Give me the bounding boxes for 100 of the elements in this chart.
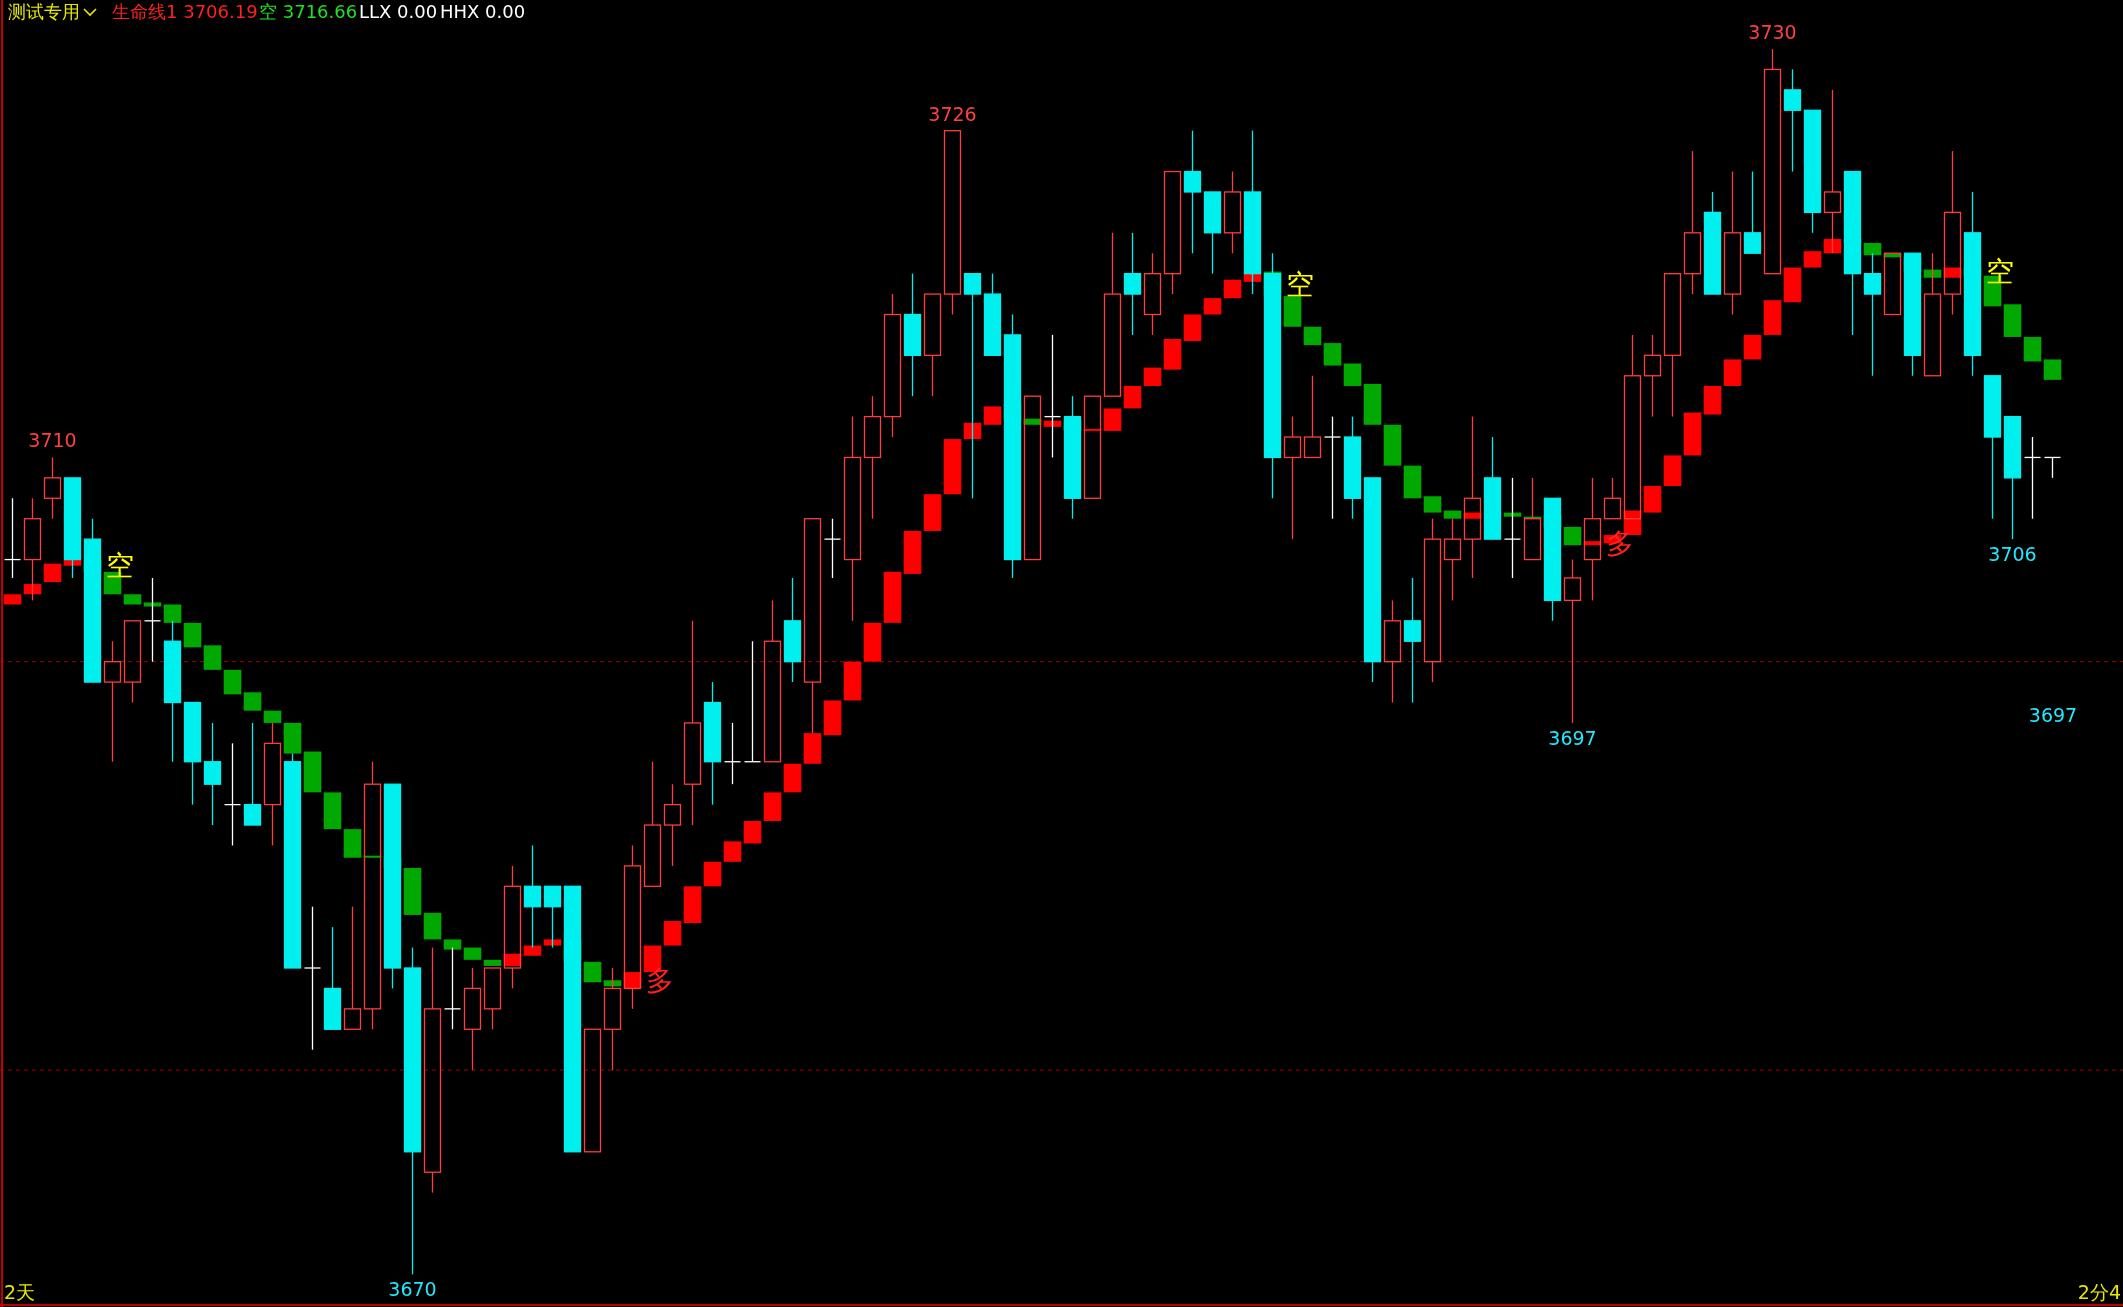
bar <box>783 763 802 793</box>
bar <box>943 439 962 495</box>
bar <box>883 571 902 623</box>
text: 3670 <box>388 1278 437 1301</box>
bar <box>3 594 22 605</box>
data-label: 多 <box>1605 527 1634 561</box>
text: 2分4 <box>2077 1281 2121 1303</box>
candlestick <box>1223 170 1242 254</box>
bar <box>583 961 602 983</box>
bar <box>403 867 422 915</box>
bar <box>1103 408 1122 431</box>
bar <box>203 645 222 670</box>
bar <box>1663 455 1682 487</box>
text: 3710 <box>28 429 77 452</box>
bar <box>1163 339 1182 370</box>
bar <box>903 530 922 574</box>
data-label: 空 <box>105 549 134 583</box>
bar <box>1303 326 1322 346</box>
candlestick <box>683 620 702 826</box>
candlestick <box>663 783 682 867</box>
bar <box>1183 314 1202 342</box>
bar <box>1763 300 1782 335</box>
candlestick <box>1383 599 1402 704</box>
candlestick <box>1723 170 1742 316</box>
bar <box>1283 296 1302 327</box>
bar <box>1743 334 1762 360</box>
bar <box>1363 383 1382 425</box>
candlestick <box>1403 577 1422 704</box>
bar <box>463 947 482 960</box>
bar <box>303 751 322 793</box>
bar <box>683 886 702 924</box>
candlestick <box>463 967 482 1071</box>
candlestick <box>403 946 422 1275</box>
bar <box>1403 465 1422 499</box>
bar <box>323 792 342 830</box>
candlestick <box>103 640 122 763</box>
bar <box>1143 367 1162 386</box>
bar <box>123 594 142 605</box>
bar <box>283 722 302 754</box>
bar <box>803 733 822 764</box>
text: 3730 <box>1748 21 1797 44</box>
bar <box>923 494 942 531</box>
bar <box>163 604 182 623</box>
bar <box>2003 304 2022 337</box>
bar <box>223 669 242 695</box>
candlestick <box>783 577 802 683</box>
bar <box>1783 267 1802 303</box>
candlestick <box>423 946 442 1194</box>
bar <box>743 820 762 844</box>
bar <box>523 945 542 956</box>
candlestick <box>1343 415 1362 520</box>
bar <box>1703 385 1722 415</box>
bar <box>443 939 462 950</box>
candlestick <box>1283 415 1302 540</box>
bar <box>1563 526 1582 546</box>
bar <box>423 912 442 940</box>
bar <box>663 921 682 946</box>
bar <box>763 792 782 821</box>
bar <box>183 622 202 648</box>
candlestick <box>43 456 62 520</box>
annotation: 3697 <box>1548 726 1597 749</box>
candlestick <box>1783 68 1802 173</box>
bar <box>1643 486 1662 513</box>
bar <box>723 841 742 862</box>
bar <box>2023 336 2042 362</box>
bar <box>263 710 282 723</box>
candlestick <box>823 518 842 579</box>
bar <box>843 661 862 701</box>
bar <box>483 959 502 966</box>
chart-title: 测试专用 <box>8 1 80 22</box>
candlestick <box>1143 252 1162 336</box>
bar <box>243 692 262 711</box>
bar <box>1803 251 1822 268</box>
bar <box>2043 359 2062 380</box>
text: 3697 <box>2028 704 2078 726</box>
data-label: 空 <box>1985 255 2014 289</box>
data-label: 多 <box>645 964 674 998</box>
candlestick <box>203 722 222 826</box>
bar <box>1343 363 1362 386</box>
bar <box>703 861 722 887</box>
candlestick <box>1323 415 1342 520</box>
text: 3706 <box>1988 543 2037 566</box>
annotation: LLX 0.00 <box>359 1 438 22</box>
candlestick <box>303 906 322 1051</box>
bar <box>1383 424 1402 466</box>
bar <box>863 622 882 662</box>
bar <box>1863 243 1882 256</box>
bar <box>1323 343 1342 366</box>
bar <box>1683 412 1702 456</box>
bar <box>43 563 62 583</box>
candlestick <box>1123 232 1142 336</box>
bar <box>1723 359 1742 386</box>
bar <box>983 406 1002 425</box>
candlestick <box>1423 518 1442 683</box>
candlestick <box>1183 130 1202 254</box>
candlestick <box>1683 150 1702 295</box>
bar <box>1203 298 1222 315</box>
bar <box>1123 385 1142 409</box>
candlestick <box>863 395 882 520</box>
bar <box>823 700 842 736</box>
